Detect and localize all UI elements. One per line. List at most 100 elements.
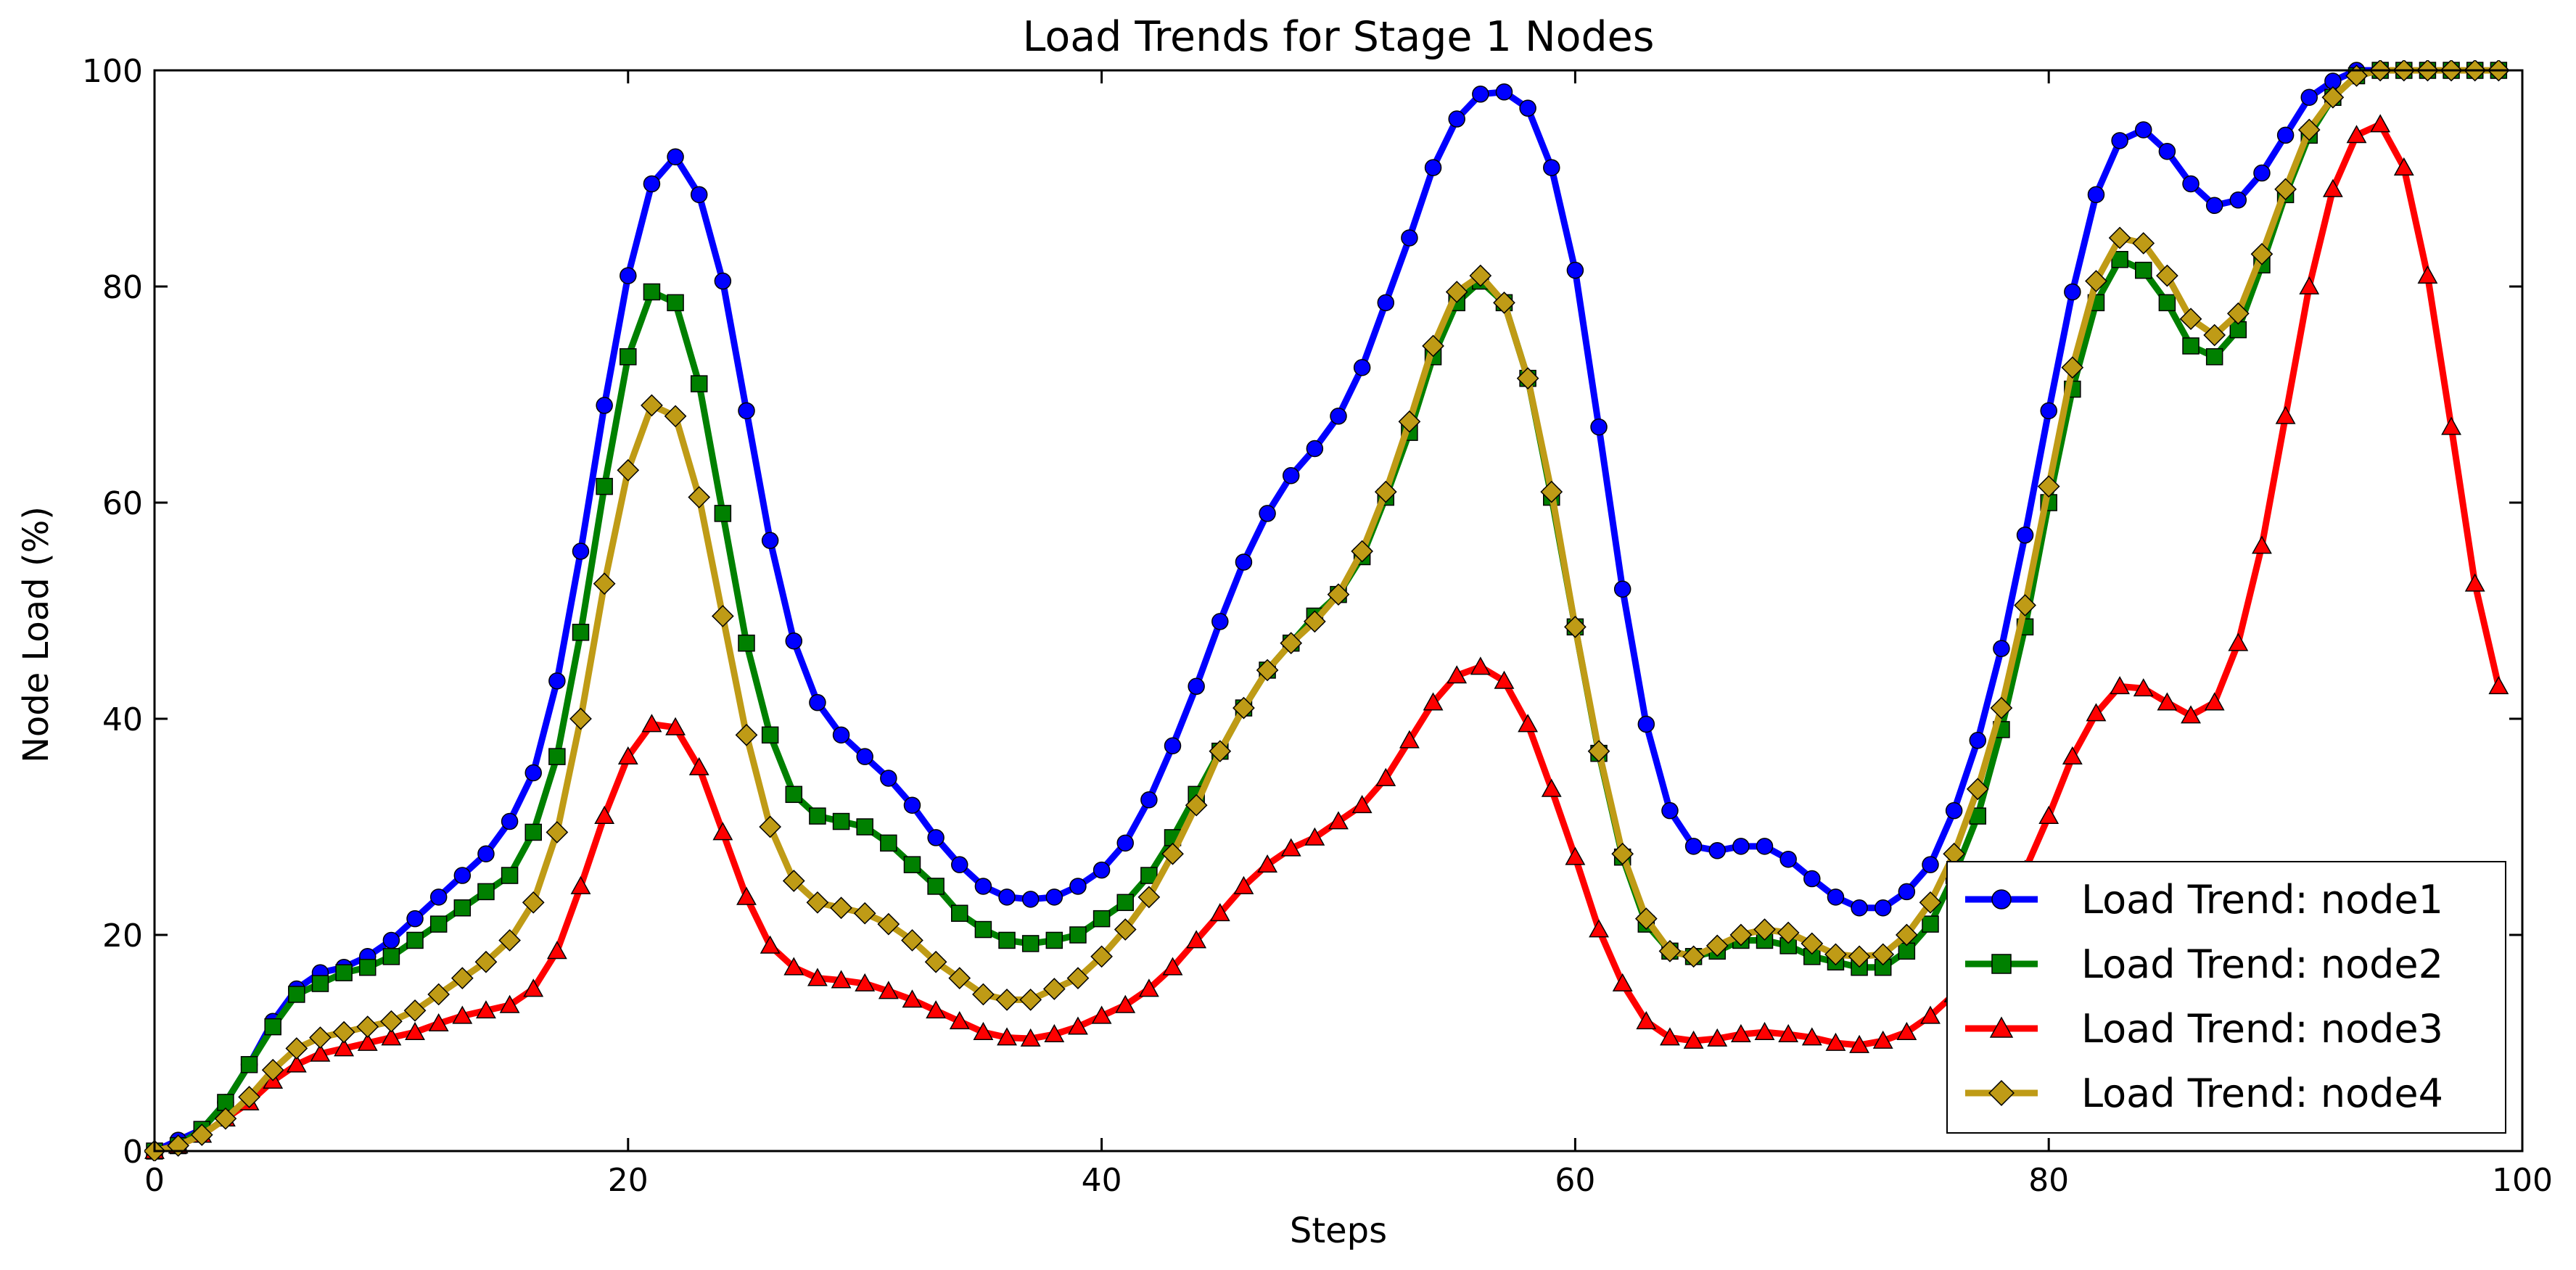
data-point [712,822,733,841]
data-point [1280,632,1303,655]
data-point [1684,838,1703,855]
data-point [2135,121,2152,139]
data-point [974,878,992,895]
data-point [2111,251,2128,268]
data-point [1587,740,1610,763]
data-point [1209,903,1230,922]
data-point [1020,1028,1041,1047]
data-point [2037,475,2060,498]
data-point [1493,291,1515,314]
data-point [643,283,661,301]
data-point [406,931,424,949]
data-point [1518,714,1539,733]
data-point [617,458,640,482]
data-point [356,1015,379,1039]
data-point [1730,1023,1751,1042]
data-point [2064,283,2081,301]
data-point [1922,856,1939,873]
data-point [522,891,545,914]
data-point [548,672,566,690]
data-point [1209,740,1232,763]
data-point [688,756,709,775]
data-point [1424,159,1442,176]
data-point [1636,1011,1657,1030]
data-point [1661,801,1679,820]
data-point [477,883,495,901]
data-point [453,867,472,884]
data-point [334,1038,355,1057]
data-point [738,402,755,420]
data-point [2297,118,2321,141]
data-point [641,714,662,733]
chart-title: Load Trends for Stage 1 Nodes [1023,13,1655,61]
data-point [476,1000,496,1019]
data-point [1374,480,1397,503]
data-point [995,989,1019,1011]
data-point [856,748,873,765]
data-point [807,968,828,986]
data-point [1566,261,1584,279]
data-point [809,693,826,712]
data-point [596,397,613,414]
data-point [2226,302,2250,325]
data-point [1211,613,1229,630]
data-point [261,1058,284,1081]
data-point [1851,899,1868,917]
data-point [1895,923,1918,947]
data-point [382,948,400,965]
data-point [1682,945,1705,968]
data-point [406,910,424,928]
data-point [1303,610,1326,633]
data-point [1235,553,1253,571]
data-point [927,878,945,895]
data-point [972,983,995,1006]
data-point [596,477,613,495]
data-point [572,543,590,560]
legend-item: Load Trend: node4 [1965,1071,2443,1116]
data-point [903,856,921,873]
data-point [711,605,734,627]
data-point [2085,270,2107,292]
data-point [2488,676,2509,695]
data-point [1188,677,1205,696]
data-point [2108,226,2131,250]
data-point [1351,540,1374,563]
data-point [690,186,708,204]
data-point [1161,842,1184,865]
data-point [785,785,803,804]
data-point [2370,114,2391,133]
data-point [855,973,876,991]
data-point [1519,99,1536,117]
data-point [1470,656,1491,675]
legend-marker [1988,1080,2015,1106]
legend-label: Load Trend: node4 [2081,1071,2443,1116]
data-point [1708,842,1726,859]
data-point [311,975,329,992]
data-point [620,348,637,366]
data-point [2203,323,2226,347]
data-point [2300,88,2318,106]
data-point [1540,480,1563,503]
data-point [380,1010,403,1033]
data-point [1447,665,1468,684]
data-point [1282,467,1300,485]
data-point [2250,242,2273,265]
data-point [1328,811,1349,830]
data-point [877,912,900,936]
y-axis-label: Node Load (%) [16,506,57,763]
data-point [381,1027,402,1046]
data-point [738,634,755,652]
data-point [2158,143,2176,160]
data-point [1069,878,1087,895]
data-point [286,1054,307,1073]
data-point [998,931,1016,949]
data-point [665,717,686,735]
data-point [853,902,876,925]
data-point [1564,615,1587,638]
y-tick-label: 0 [123,1134,143,1171]
axis-ticks: 0 20 40 60 80 100 0 20 40 60 80 100 [82,53,2553,1199]
data-point [688,486,711,508]
data-point [1683,1030,1704,1049]
data-point [1116,834,1134,852]
data-point [1327,583,1350,606]
